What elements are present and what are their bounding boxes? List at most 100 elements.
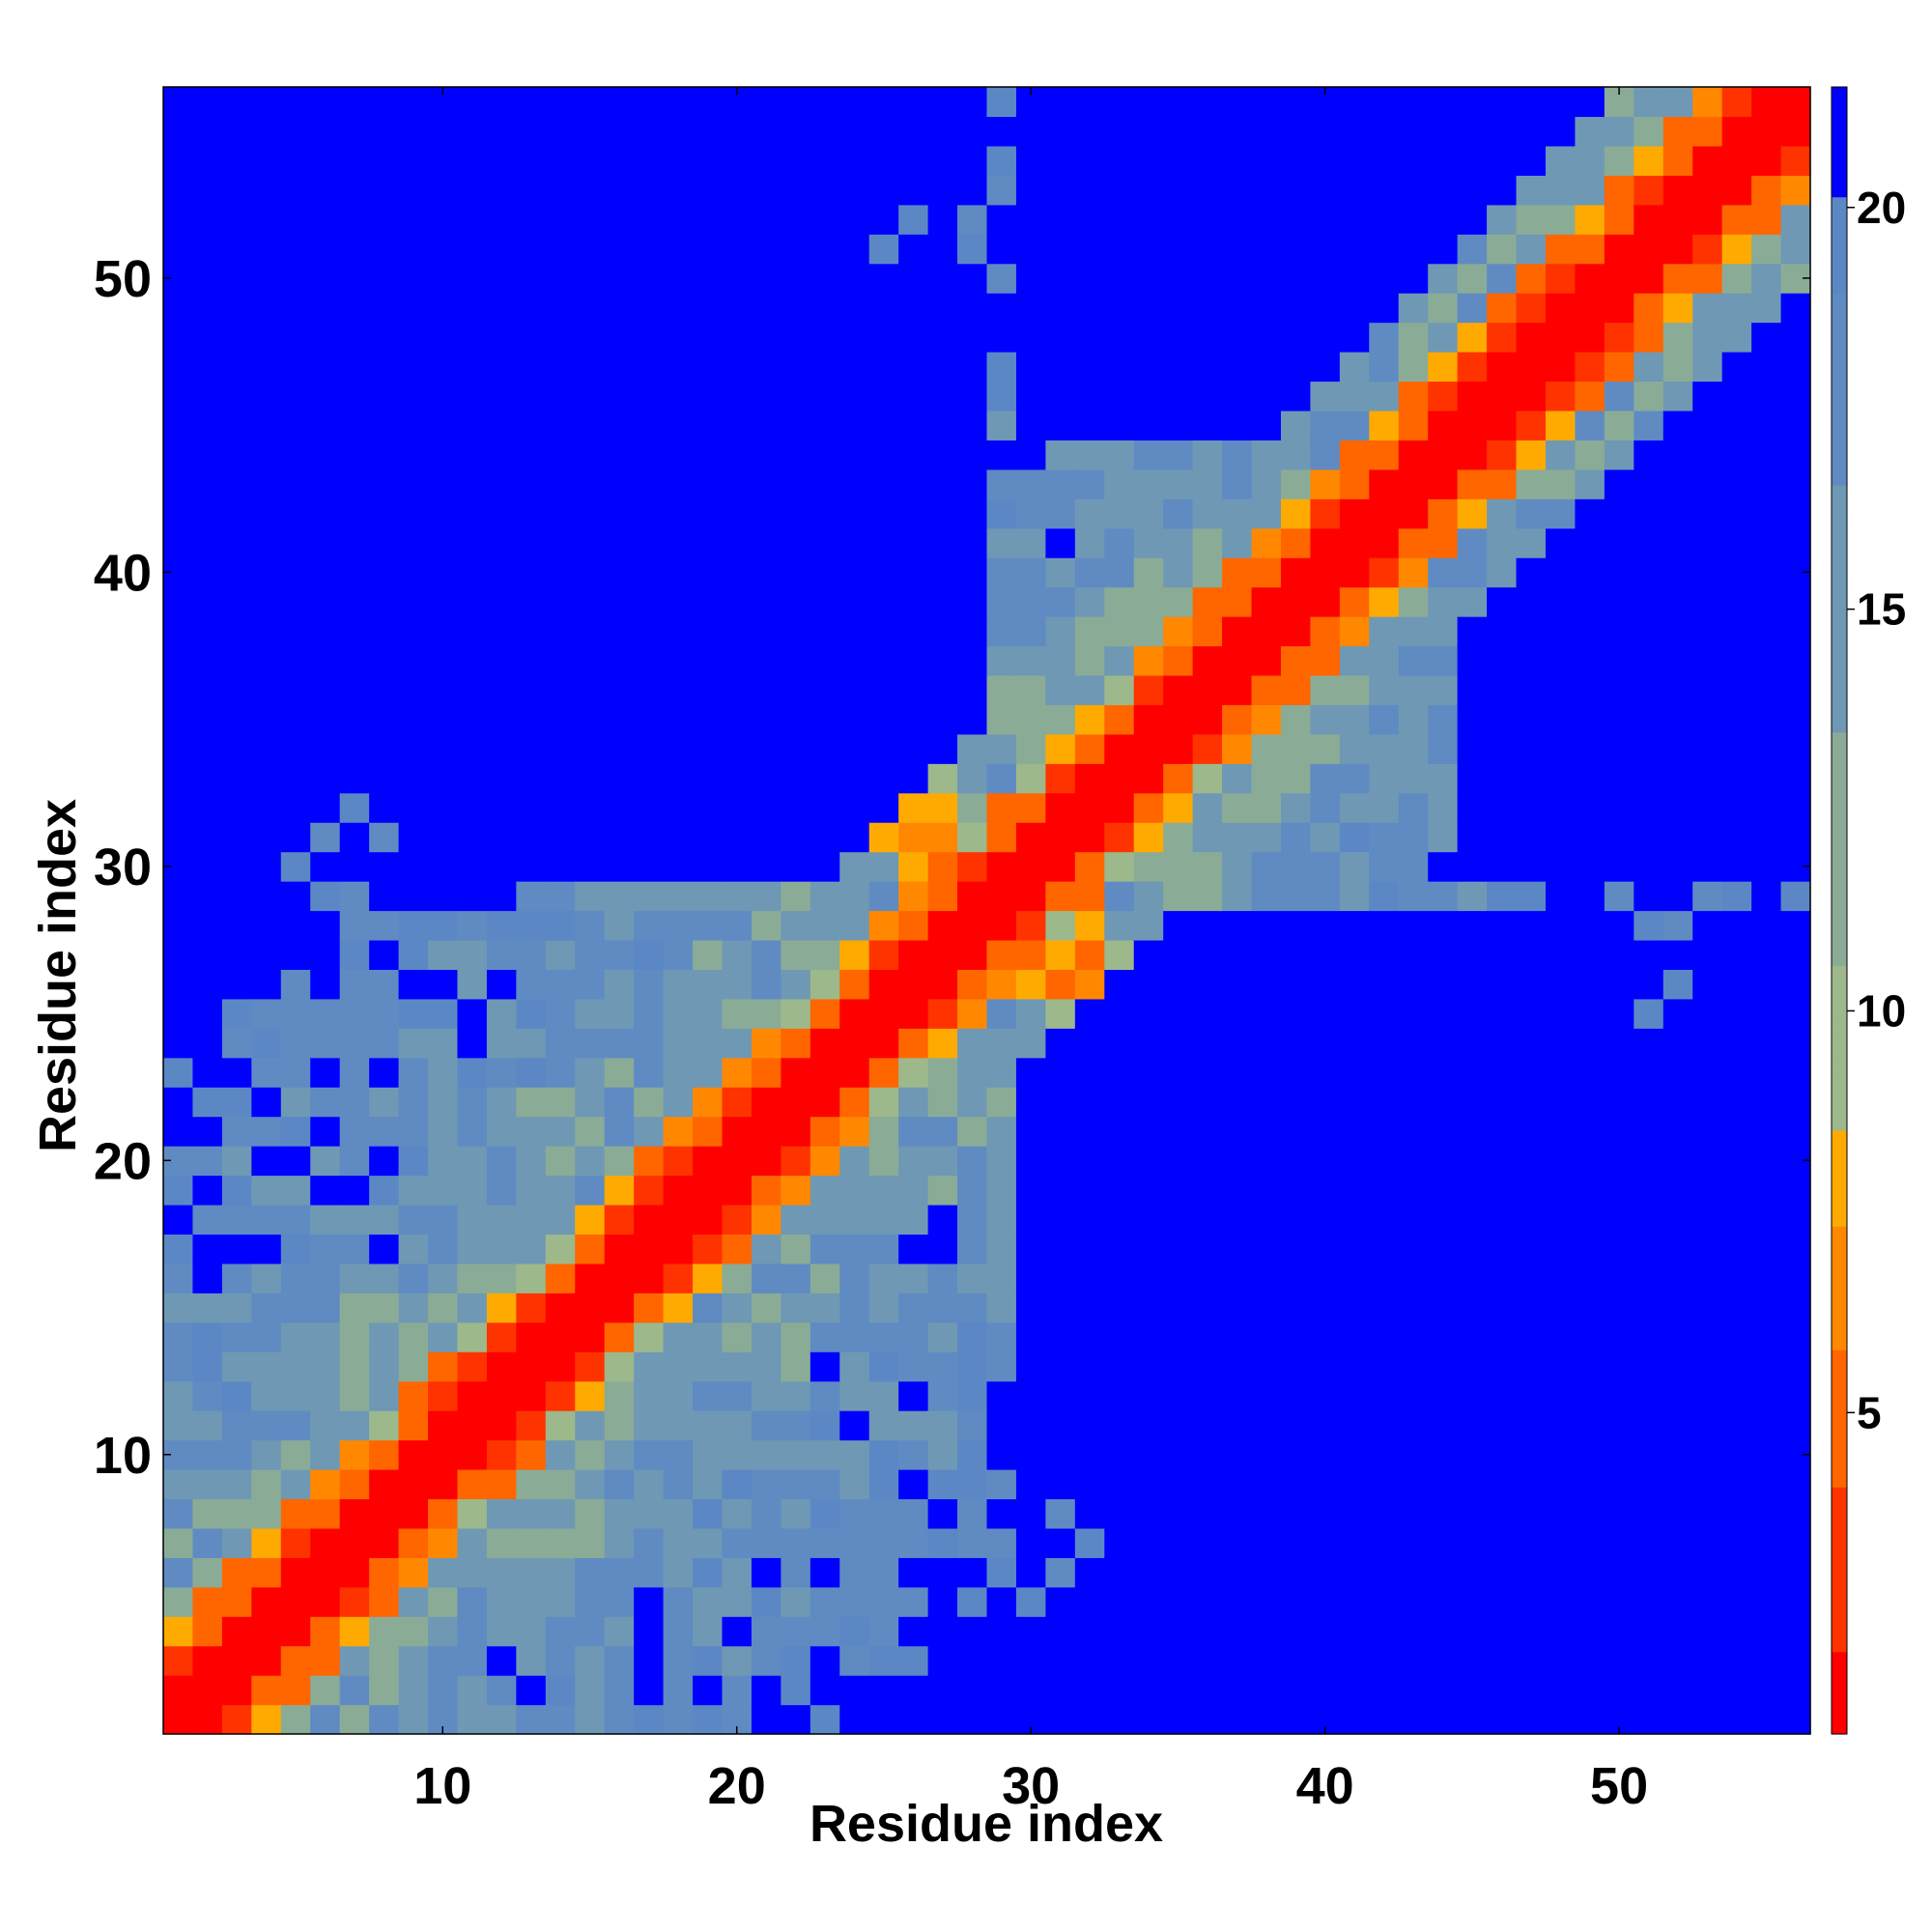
heatmap-cell <box>221 116 252 147</box>
heatmap-cell <box>516 87 547 118</box>
heatmap-cell <box>516 1204 547 1236</box>
heatmap-cell <box>398 498 429 529</box>
heatmap-cell <box>1692 557 1723 588</box>
heatmap-cell <box>781 557 811 588</box>
heatmap-cell <box>398 1380 429 1411</box>
heatmap-cell <box>1604 1146 1634 1177</box>
heatmap-cell <box>1104 881 1135 912</box>
heatmap-cell <box>575 1586 606 1617</box>
heatmap-cell <box>1280 234 1312 265</box>
heatmap-cell <box>1104 1351 1135 1382</box>
heatmap-cell <box>251 1557 282 1588</box>
heatmap-cell <box>163 763 194 794</box>
heatmap-cell <box>1428 263 1459 294</box>
heatmap-cell <box>1251 939 1282 970</box>
heatmap-cell <box>810 1321 840 1352</box>
heatmap-cell <box>1457 1498 1488 1529</box>
heatmap-cell <box>1310 1116 1341 1147</box>
heatmap-cell <box>957 881 988 912</box>
heatmap-cell <box>634 1616 665 1647</box>
heatmap-cell <box>575 410 606 440</box>
heatmap-cell <box>1045 293 1076 324</box>
colorbar-segment <box>1832 759 1847 775</box>
heatmap-cell <box>1192 674 1223 705</box>
heatmap-cell <box>1015 939 1046 970</box>
heatmap-cell <box>1516 763 1547 794</box>
heatmap-cell <box>1780 1028 1811 1059</box>
heatmap-cell <box>663 645 694 676</box>
colorbar-segment <box>1832 1253 1847 1268</box>
heatmap-cell <box>1575 557 1605 588</box>
heatmap-cell <box>1222 969 1253 1000</box>
heatmap-cell <box>1398 1293 1429 1323</box>
heatmap-cell <box>1751 910 1782 941</box>
heatmap-cell <box>1545 322 1577 353</box>
heatmap-cell <box>810 1293 840 1323</box>
heatmap-cell <box>1662 1439 1693 1470</box>
heatmap-cell <box>1310 822 1341 853</box>
heatmap-cell <box>1516 881 1547 912</box>
colorbar-segment <box>1832 676 1847 692</box>
heatmap-cell <box>1015 381 1046 412</box>
heatmap-cell <box>486 234 517 265</box>
heatmap-cell <box>486 293 517 324</box>
colorbar-segment <box>1832 841 1847 857</box>
heatmap-cell <box>1428 293 1459 324</box>
heatmap-cell <box>1192 1410 1223 1441</box>
heatmap-cell <box>1721 1616 1752 1647</box>
heatmap-cell <box>339 352 370 383</box>
x-axis-title: Residue index <box>810 1795 1163 1853</box>
colorbar-segment <box>1832 1294 1847 1310</box>
heatmap-cell <box>516 1380 547 1411</box>
heatmap-cell <box>1751 969 1782 1000</box>
heatmap-cell <box>1133 1704 1164 1735</box>
colorbar-segment <box>1832 1555 1847 1571</box>
heatmap-cell <box>1369 1468 1400 1500</box>
heatmap-cell <box>192 410 223 440</box>
heatmap-cell <box>810 1468 840 1500</box>
heatmap-cell <box>693 322 724 353</box>
heatmap-cell <box>1575 116 1605 147</box>
heatmap-cell <box>1634 792 1664 823</box>
heatmap-cell <box>192 352 223 383</box>
heatmap-cell <box>486 1439 517 1470</box>
heatmap-cell <box>693 704 724 735</box>
heatmap-cell <box>810 263 840 294</box>
heatmap-cell <box>1339 381 1370 412</box>
heatmap-cell <box>1634 527 1664 558</box>
heatmap-cell <box>575 87 606 118</box>
heatmap-cell <box>575 1439 606 1470</box>
heatmap-cell <box>1721 1704 1752 1735</box>
heatmap-cell <box>1163 352 1194 383</box>
heatmap-cell <box>1487 1116 1518 1147</box>
heatmap-cell <box>634 881 665 912</box>
heatmap-cell <box>1045 969 1076 1000</box>
heatmap-cell <box>986 1439 1017 1470</box>
heatmap-cell <box>486 116 517 147</box>
heatmap-cell <box>693 616 724 647</box>
colorbar-segment <box>1832 1116 1847 1131</box>
heatmap-cell <box>575 263 606 294</box>
heatmap-cell <box>1692 1468 1723 1500</box>
heatmap-cell <box>839 1175 870 1206</box>
heatmap-cell <box>545 616 576 647</box>
heatmap-cell <box>722 1586 753 1617</box>
heatmap-cell <box>1222 674 1253 705</box>
heatmap-cell <box>868 704 899 735</box>
heatmap-cell <box>1428 1087 1459 1118</box>
heatmap-cell <box>1692 322 1723 353</box>
heatmap-cell <box>1369 1675 1400 1706</box>
heatmap-cell <box>1310 440 1341 470</box>
heatmap-cell <box>986 851 1017 882</box>
heatmap-cell <box>1662 293 1693 324</box>
heatmap-cell <box>163 1616 194 1647</box>
heatmap-cell <box>221 822 252 853</box>
heatmap-cell <box>369 1057 400 1088</box>
heatmap-cell <box>634 1028 665 1059</box>
heatmap-cell <box>1545 1468 1577 1500</box>
heatmap-cell <box>751 469 781 499</box>
heatmap-cell <box>751 616 781 647</box>
heatmap-cell <box>1192 1087 1223 1118</box>
heatmap-cell <box>1104 440 1135 470</box>
heatmap-cell <box>663 352 694 383</box>
